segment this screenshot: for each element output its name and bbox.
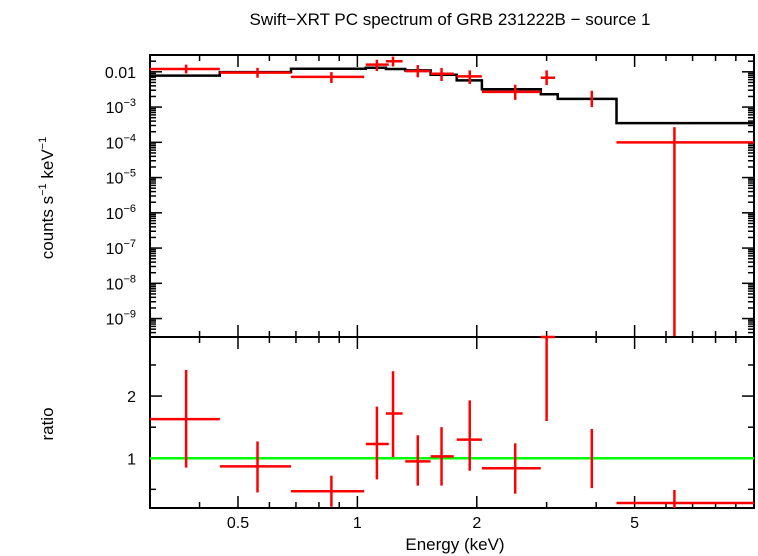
y-tick-label: 10−6 (106, 203, 136, 223)
chart-title: Swift−XRT PC spectrum of GRB 231222B − s… (250, 10, 651, 29)
ratio-point (405, 435, 431, 486)
top-y-tick-labels: 0.01 10−3 10−4 10−5 10−6 10−7 10−8 10−9 (105, 65, 136, 329)
spectrum-data-points (150, 56, 754, 337)
top-panel-frame (149, 54, 755, 338)
x-tick-label: 2 (472, 515, 481, 532)
top-panel: 0.01 10−3 10−4 10−5 10−6 10−7 10−8 10−9 counts … (37, 54, 755, 338)
x-axis-label: Energy (keV) (405, 535, 504, 554)
ratio-point (365, 406, 389, 480)
spectrum-point (456, 70, 482, 85)
spectrum-point (365, 59, 389, 72)
y-tick-label: 10−5 (106, 168, 136, 188)
bottom-panel-ticks (149, 337, 755, 508)
spectrum-point (385, 56, 403, 67)
spectrum-point (430, 68, 454, 81)
bottom-panel-frame (149, 336, 755, 509)
spectrum-point (540, 70, 556, 86)
spectrum-point (616, 127, 754, 337)
ratio-point (616, 489, 754, 508)
spectrum-point (290, 72, 365, 84)
ratio-data-points (150, 335, 754, 508)
ratio-point (456, 400, 482, 471)
ratio-point (290, 475, 365, 507)
x-tick-label: 5 (630, 515, 639, 532)
ratio-point (540, 335, 556, 421)
ratio-point (430, 427, 454, 486)
y-tick-label: 10−8 (106, 273, 136, 293)
ratio-point (481, 443, 541, 494)
y-tick-label: 0.01 (105, 65, 136, 82)
ratio-point (385, 371, 403, 458)
top-panel-ticks (149, 54, 755, 338)
y-tick-label: 10−3 (106, 97, 136, 117)
ratio-point (150, 369, 220, 468)
bottom-y-axis-label: ratio (38, 407, 57, 440)
x-tick-label: 0.5 (227, 515, 249, 532)
y-tick-label: 10−4 (106, 132, 136, 152)
x-tick-label: 1 (353, 515, 362, 532)
y-tick-label: 10−7 (106, 238, 136, 258)
y-tick-label: 10−9 (106, 309, 136, 329)
spectrum-point (219, 67, 291, 78)
spectrum-point (481, 84, 541, 100)
top-y-axis-label: counts s−1 keV−1 (37, 137, 57, 259)
y-tick-label: 1 (127, 451, 136, 468)
bottom-y-tick-labels: 12 (127, 389, 136, 468)
x-tick-labels: 0.5 1 2 5 (227, 515, 639, 532)
model-curve (150, 66, 754, 125)
spectrum-point (150, 64, 220, 74)
spectrum-point (405, 65, 431, 78)
y-tick-label: 2 (127, 389, 136, 406)
ratio-point (219, 441, 291, 493)
bottom-panel: 12 ratio (38, 335, 755, 509)
model-step-line (150, 66, 754, 125)
